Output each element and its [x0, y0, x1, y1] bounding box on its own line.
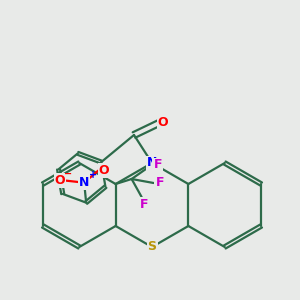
- Text: N: N: [147, 157, 157, 169]
- Text: −: −: [64, 169, 72, 179]
- Text: N: N: [79, 176, 89, 189]
- Text: O: O: [158, 116, 168, 130]
- Text: F: F: [140, 197, 148, 211]
- Text: S: S: [148, 241, 157, 254]
- Text: O: O: [55, 174, 65, 187]
- Text: F: F: [153, 158, 162, 172]
- Text: +: +: [89, 170, 97, 180]
- Text: F: F: [155, 176, 164, 190]
- Text: O: O: [99, 164, 110, 177]
